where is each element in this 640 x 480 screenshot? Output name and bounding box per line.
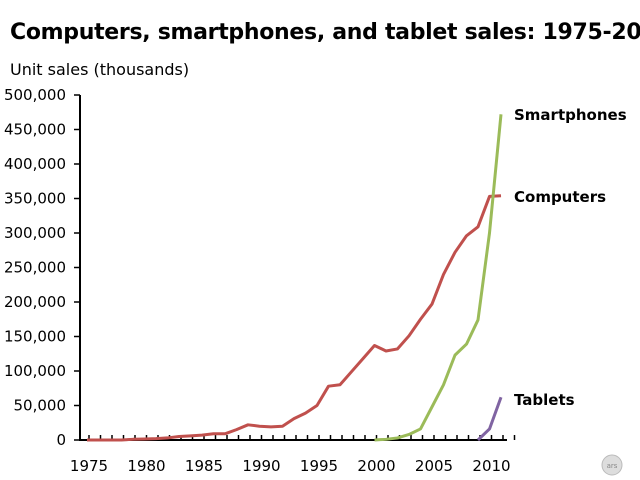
y-tick-label: 0 [56, 431, 66, 449]
y-tick-label: 100,000 [4, 362, 66, 380]
x-tick-label: 1980 [127, 457, 165, 475]
chart-title: Computers, smartphones, and tablet sales… [10, 20, 640, 45]
y-tick-label: 150,000 [4, 328, 66, 346]
x-tick-label: 2000 [357, 457, 395, 475]
x-tick-label: 2005 [415, 457, 453, 475]
series-label-computers: Computers [514, 188, 606, 206]
y-tick-label: 400,000 [4, 155, 66, 173]
y-tick-label: 350,000 [4, 190, 66, 208]
series-label-smartphones: Smartphones [514, 106, 627, 124]
x-tick-label: 1995 [300, 457, 338, 475]
series-label-tablets: Tablets [514, 391, 575, 409]
y-tick-label: 450,000 [4, 121, 66, 139]
series-line-smartphones [374, 114, 503, 442]
y-tick-label: 200,000 [4, 293, 66, 311]
y-axis-label: Unit sales (thousands) [10, 60, 190, 79]
y-tick-label: 300,000 [4, 224, 66, 242]
x-tick-label: 1985 [185, 457, 223, 475]
x-tick-label: 1975 [70, 457, 108, 475]
y-tick-label: 500,000 [4, 86, 66, 104]
x-tick-label: 1990 [242, 457, 280, 475]
y-tick-label: 50,000 [14, 397, 67, 415]
x-tick-label: 2010 [472, 457, 510, 475]
y-tick-label: 250,000 [4, 259, 66, 277]
svg-text:ars: ars [607, 462, 618, 470]
